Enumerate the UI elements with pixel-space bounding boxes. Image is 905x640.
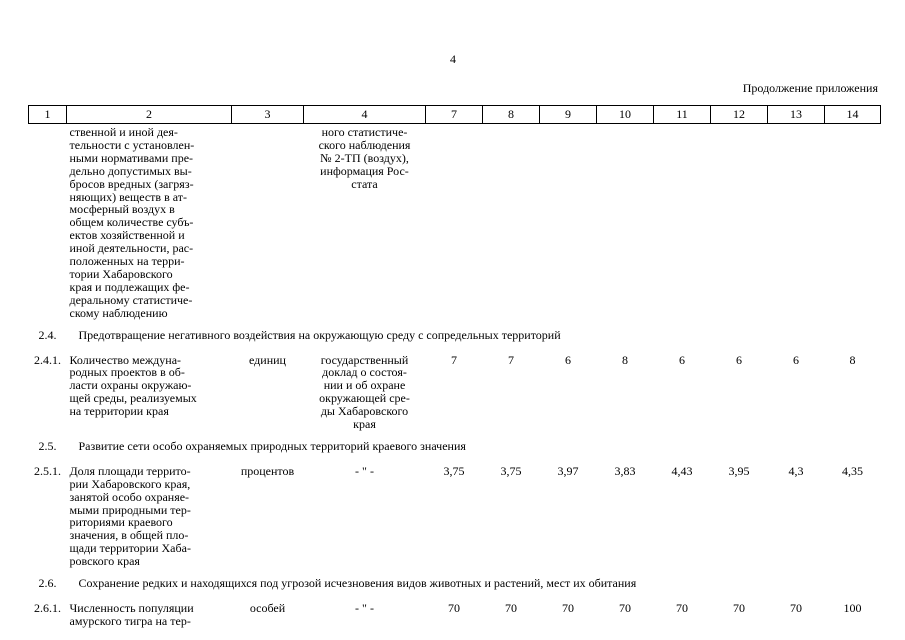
value-cell: 100 [843, 601, 862, 615]
value-cell: 70 [562, 601, 574, 615]
section-row: 2.6. Сохранение редких и находящихся под… [29, 570, 881, 600]
source-cell: - " - [355, 463, 374, 478]
unit-cell: процентов [240, 463, 295, 478]
row-number-cell [29, 124, 67, 322]
column-header: 4 [303, 105, 426, 124]
value-cell [426, 124, 483, 322]
column-header: 1 [28, 105, 67, 124]
section-row: 2.5. Развитие сети особо охраняемых прир… [29, 433, 881, 463]
section-title-cell: Развитие сети особо охраняемых природных… [78, 438, 466, 453]
continuation-note: Продолжение приложения [742, 81, 878, 95]
value-cell: 7 [508, 352, 514, 367]
value-cell: 3,97 [557, 463, 579, 478]
table-row: 2.4.1. Количество междуна- родных проект… [29, 352, 881, 433]
section-row: 2.4. Предотвращение негативного воздейст… [29, 322, 881, 352]
indicator-name-cell: Численность популяции амурского тигра на… [69, 601, 194, 628]
column-header: 2 [66, 105, 232, 124]
value-cell [654, 124, 711, 322]
column-header: 12 [710, 105, 768, 124]
section-title-cell: Сохранение редких и находящихся под угро… [78, 576, 637, 591]
source-cell: - " - [355, 601, 374, 615]
row-number-cell: 2.5.1. [34, 463, 61, 478]
value-cell: 70 [505, 601, 517, 615]
table-row: 2.5.1. Доля площади террито- рии Хабаров… [29, 463, 881, 570]
table-row: 2.6.1. Численность популяции амурского т… [29, 600, 881, 630]
value-cell: 70 [676, 601, 688, 615]
row-number-cell: 2.4.1. [34, 352, 61, 367]
value-cell [540, 124, 597, 322]
value-cell: 6 [736, 352, 742, 367]
unit-cell: единиц [249, 352, 286, 367]
column-header: 3 [231, 105, 304, 124]
section-number-cell: 2.5. [38, 438, 57, 453]
row-number-cell: 2.6.1. [34, 601, 61, 615]
value-cell: 70 [619, 601, 631, 615]
value-cell [711, 124, 768, 322]
indicator-name-cell: ственной и иной дея- тельности с установ… [69, 125, 195, 320]
value-cell: 6 [679, 352, 685, 367]
value-cell [768, 124, 825, 322]
value-cell [597, 124, 654, 322]
value-cell: 3,75 [443, 463, 465, 478]
unit-cell [232, 124, 304, 322]
value-cell: 4,3 [788, 463, 804, 478]
value-cell: 70 [733, 601, 745, 615]
indicator-name-cell: Количество междуна- родных проектов в об… [69, 352, 197, 419]
value-cell: 3,75 [500, 463, 522, 478]
source-cell: государственный доклад о состоя- нии и о… [319, 352, 410, 432]
column-header: 13 [767, 105, 825, 124]
page-number: 4 [450, 52, 456, 66]
section-number-cell: 2.4. [38, 327, 57, 342]
column-header: 7 [425, 105, 483, 124]
indicators-table: 1 2 3 4 7 8 9 10 11 12 13 14 ственной и … [28, 105, 881, 630]
column-header: 8 [482, 105, 540, 124]
value-cell: 8 [849, 352, 856, 367]
value-cell: 7 [451, 352, 457, 367]
table-row-continuation: ственной и иной дея- тельности с установ… [29, 124, 881, 322]
value-cell: 3,83 [614, 463, 636, 478]
value-cell: 6 [793, 352, 799, 367]
value-cell: 8 [622, 352, 628, 367]
value-cell: 4,43 [671, 463, 693, 478]
table-header-row: 1 2 3 4 7 8 9 10 11 12 13 14 [28, 105, 881, 124]
indicator-name-cell: Доля площади террито- рии Хабаровского к… [69, 463, 191, 569]
value-cell: 6 [565, 352, 571, 367]
value-cell: 70 [448, 601, 460, 615]
unit-cell: особей [249, 601, 286, 615]
column-header: 14 [824, 105, 881, 124]
column-header: 10 [596, 105, 654, 124]
column-header: 9 [539, 105, 597, 124]
value-cell: 70 [790, 601, 802, 615]
section-number-cell: 2.6. [38, 576, 57, 591]
value-cell [825, 124, 881, 322]
section-title-cell: Предотвращение негативного воздействия н… [78, 327, 561, 342]
column-header: 11 [653, 105, 711, 124]
source-cell: ного статистиче- ского наблюдения № 2-ТП… [318, 125, 411, 191]
value-cell: 3,95 [728, 463, 750, 478]
value-cell [483, 124, 540, 322]
value-cell: 4,35 [842, 463, 863, 478]
